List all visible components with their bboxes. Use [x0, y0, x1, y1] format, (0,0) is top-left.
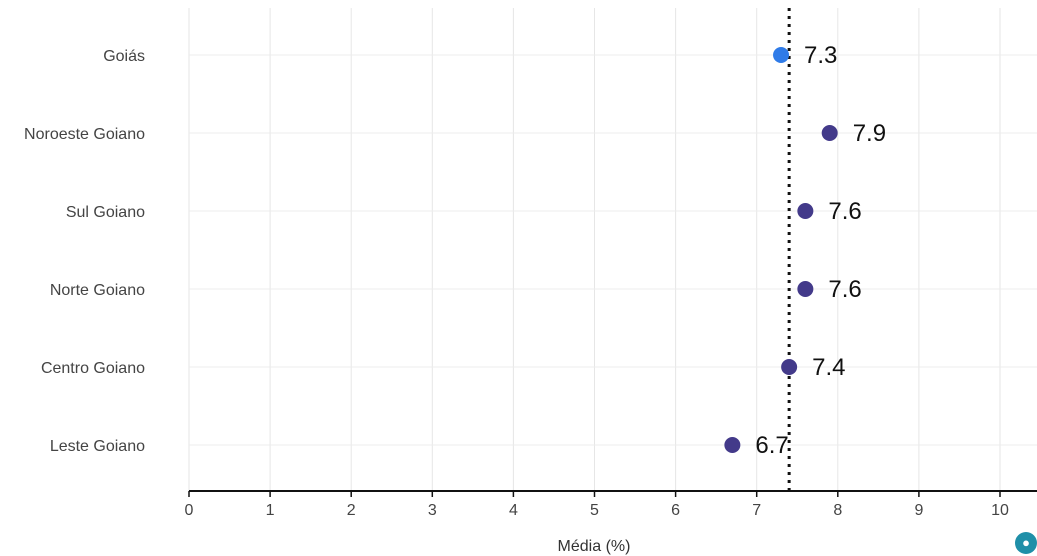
value-label: 6.7	[755, 432, 788, 459]
x-tick-label: 2	[347, 502, 356, 519]
value-label: 7.9	[853, 120, 886, 147]
x-tick-label: 5	[590, 502, 599, 519]
value-label: 7.6	[828, 198, 861, 225]
category-label: Sul Goiano	[66, 204, 145, 221]
x-axis-title: Média (%)	[558, 538, 631, 555]
category-label: Goiás	[103, 48, 145, 65]
data-point	[773, 47, 790, 63]
x-tick-label: 6	[671, 502, 680, 519]
value-label: 7.6	[828, 276, 861, 303]
x-tick-label: 4	[509, 502, 518, 519]
data-point	[797, 203, 814, 219]
data-point	[797, 281, 814, 297]
x-tick-label: 9	[914, 502, 923, 519]
data-point	[724, 437, 741, 453]
x-tick-label: 10	[991, 502, 1009, 519]
data-point	[821, 125, 838, 141]
value-labels: 7.3 7.9 7.6 7.6 7.4 6.7	[755, 42, 886, 459]
x-tick-label: 1	[266, 502, 275, 519]
data-points	[724, 47, 838, 453]
x-tick-label: 8	[833, 502, 842, 519]
grid-lines	[188, 8, 1037, 491]
category-label: Norte Goiano	[50, 282, 145, 299]
x-axis-ticks: 0 1 2 3 4 5 6 7 8 9 10	[185, 491, 1009, 519]
data-point	[781, 359, 798, 375]
x-tick-label: 0	[185, 502, 194, 519]
category-label: Centro Goiano	[41, 360, 145, 377]
category-label: Leste Goiano	[50, 438, 145, 455]
value-label: 7.3	[804, 42, 837, 69]
x-tick-label: 7	[752, 502, 761, 519]
category-labels: Goiás Noroeste Goiano Sul Goiano Norte Goia…	[24, 48, 145, 455]
value-label: 7.4	[812, 354, 845, 381]
brand-logo-icon: ●	[1015, 532, 1037, 554]
x-tick-label: 3	[428, 502, 437, 519]
category-label: Noroeste Goiano	[24, 126, 145, 143]
